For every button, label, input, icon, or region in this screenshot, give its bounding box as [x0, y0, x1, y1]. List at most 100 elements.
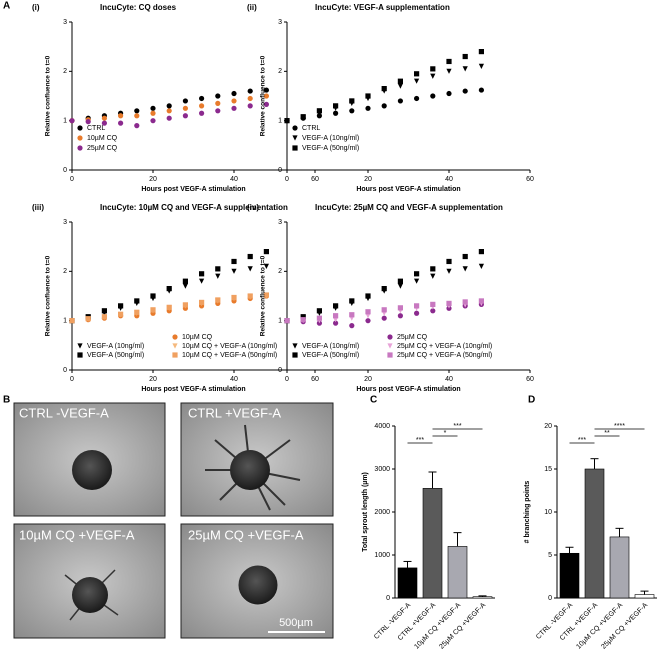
marker [247, 293, 253, 299]
marker [365, 105, 371, 111]
marker [199, 271, 205, 277]
y-axis-label: # branching points [524, 481, 531, 544]
x-tick-label: 60 [311, 376, 319, 383]
significance-label: ** [604, 430, 610, 437]
y-tick-label: 15 [544, 466, 552, 473]
marker [215, 93, 221, 99]
marker [231, 90, 237, 97]
x-tick-label: 60 [526, 376, 534, 383]
marker [478, 298, 484, 304]
marker [381, 307, 387, 313]
y-tick-label: 0 [386, 595, 390, 602]
marker [292, 125, 298, 131]
marker [430, 73, 436, 79]
marker [118, 120, 124, 126]
chart-title: IncuCyte: CQ doses [100, 3, 177, 12]
micrograph-label: 10µM CQ +VEGF-A [19, 527, 135, 542]
marker [150, 293, 156, 299]
legend-label: 25µM CQ + VEGF-A (10ng/ml) [397, 343, 492, 350]
y-tick-label: 2 [63, 268, 67, 275]
marker [134, 113, 140, 119]
marker [397, 78, 403, 84]
y-tick-label: 1 [278, 318, 282, 325]
legend-label: VEGF-A (50ng/ml) [302, 352, 359, 359]
y-axis-label: Relative confluence to t=0 [45, 255, 52, 336]
marker [397, 278, 403, 284]
marker [430, 66, 436, 72]
panel-letter: D [528, 395, 535, 406]
marker [215, 297, 221, 303]
x-tick-label: 10µM CQ +VEGF-A [575, 602, 624, 651]
marker [199, 95, 205, 102]
marker [316, 108, 322, 114]
marker [231, 258, 237, 265]
marker [101, 314, 107, 320]
y-axis-label: Relative confluence to t=0 [45, 55, 52, 136]
marker [85, 119, 91, 125]
marker [215, 266, 221, 272]
marker [199, 278, 205, 284]
panel-letter: A [3, 1, 10, 12]
marker [85, 316, 91, 322]
marker [166, 286, 172, 292]
legend-label: VEGF-A (10ng/ml) [87, 343, 144, 350]
y-tick-label: 4000 [374, 423, 390, 430]
marker [300, 114, 306, 120]
y-tick-label: 3000 [374, 466, 390, 473]
marker [430, 273, 436, 279]
marker [247, 266, 253, 272]
y-tick-label: 1 [63, 118, 67, 125]
marker [199, 299, 205, 306]
marker [430, 93, 436, 99]
y-tick-label: 2 [278, 68, 282, 75]
marker [414, 71, 420, 77]
significance-label: **** [614, 423, 625, 430]
y-axis-label: Relative confluence to t=0 [260, 55, 267, 136]
marker [292, 352, 298, 358]
spheroid [230, 450, 270, 490]
marker [462, 88, 468, 94]
marker [381, 103, 387, 109]
marker [381, 286, 387, 292]
y-tick-label: 3 [63, 19, 67, 26]
marker [263, 263, 269, 269]
panel-label: (i) [32, 3, 40, 12]
marker [446, 268, 452, 274]
marker [263, 249, 269, 255]
marker [166, 304, 172, 310]
legend-label: VEGF-A (10ng/ml) [302, 135, 359, 142]
marker [182, 113, 188, 119]
bar [397, 567, 418, 599]
marker [134, 309, 140, 315]
legend-label: 10µM CQ + VEGF-A (50ng/ml) [182, 352, 277, 359]
marker [134, 108, 140, 114]
marker [333, 103, 339, 109]
x-tick-label: 10µM CQ +VEGF-A [413, 602, 462, 651]
marker [365, 313, 371, 319]
marker [462, 66, 468, 72]
marker [77, 145, 83, 151]
spheroid [237, 564, 279, 606]
bar [634, 594, 655, 599]
marker [172, 334, 178, 340]
marker [182, 302, 188, 308]
marker [77, 135, 83, 141]
marker [247, 103, 253, 109]
significance-label: *** [416, 437, 424, 444]
marker [446, 90, 452, 97]
marker [397, 283, 403, 289]
panel-label: (iv) [247, 203, 259, 212]
marker [446, 300, 452, 306]
panel-label: (ii) [247, 3, 257, 12]
marker [292, 135, 298, 141]
y-tick-label: 0 [63, 367, 67, 374]
y-tick-label: 1 [278, 118, 282, 125]
x-tick-label: 0 [285, 376, 289, 383]
marker [365, 293, 371, 299]
marker [101, 120, 107, 126]
marker [199, 110, 205, 116]
marker [414, 278, 420, 284]
marker [231, 268, 237, 274]
marker [414, 95, 420, 102]
